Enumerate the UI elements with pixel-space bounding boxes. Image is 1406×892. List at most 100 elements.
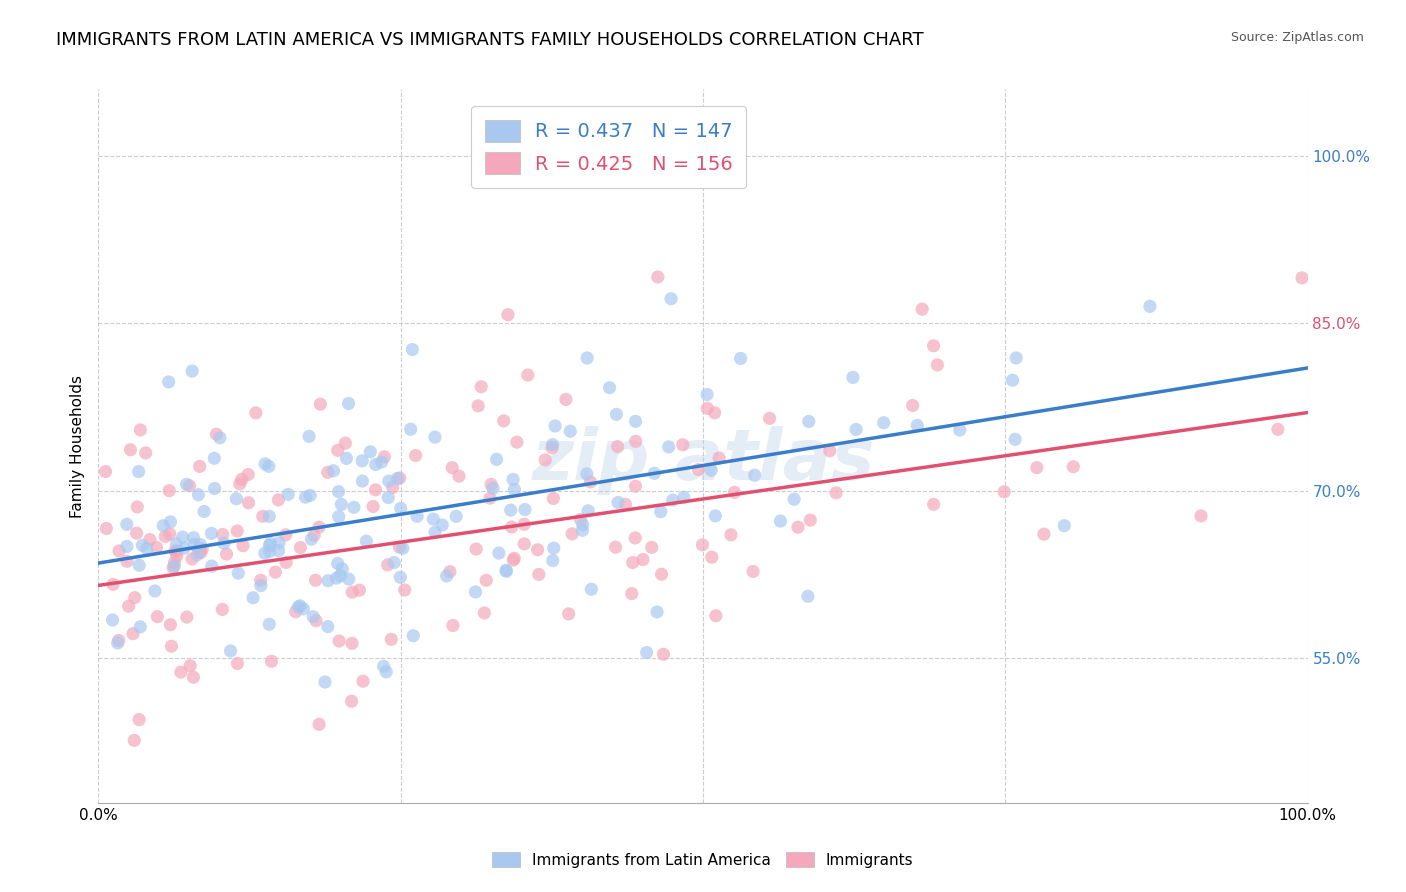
- Point: [292, 601, 315, 615]
- Point: [647, 269, 669, 284]
- Point: [215, 547, 238, 561]
- Point: [328, 634, 350, 648]
- Point: [513, 537, 536, 551]
- Point: [94, 465, 117, 479]
- Point: [624, 434, 647, 449]
- Point: [405, 449, 427, 463]
- Point: [352, 674, 374, 689]
- Point: [825, 485, 848, 500]
- Point: [783, 492, 806, 507]
- Point: [707, 451, 730, 466]
- Point: [316, 619, 339, 633]
- Point: [231, 472, 253, 486]
- Point: [700, 550, 723, 565]
- Point: [488, 546, 510, 560]
- Point: [294, 490, 316, 504]
- Point: [163, 555, 186, 569]
- Point: [479, 477, 502, 491]
- Point: [401, 343, 423, 357]
- Point: [557, 607, 579, 621]
- Point: [631, 552, 654, 566]
- Point: [264, 565, 287, 579]
- Point: [423, 430, 446, 444]
- Point: [467, 399, 489, 413]
- Point: [605, 540, 627, 554]
- Point: [389, 570, 412, 584]
- Point: [166, 544, 188, 558]
- Point: [1033, 527, 1056, 541]
- Point: [242, 591, 264, 605]
- Point: [172, 530, 194, 544]
- Point: [193, 504, 215, 518]
- Point: [441, 618, 464, 632]
- Point: [1139, 299, 1161, 313]
- Point: [145, 541, 167, 555]
- Point: [340, 694, 363, 708]
- Point: [901, 399, 924, 413]
- Point: [101, 613, 124, 627]
- Text: Source: ZipAtlas.com: Source: ZipAtlas.com: [1230, 31, 1364, 45]
- Point: [651, 567, 673, 582]
- Point: [162, 560, 184, 574]
- Point: [513, 502, 536, 516]
- Point: [259, 544, 281, 558]
- Point: [204, 482, 226, 496]
- Y-axis label: Family Households: Family Households: [69, 375, 84, 517]
- Point: [436, 569, 458, 583]
- Point: [122, 626, 145, 640]
- Point: [526, 542, 548, 557]
- Point: [181, 364, 204, 378]
- Point: [253, 457, 276, 471]
- Point: [179, 479, 201, 493]
- Point: [160, 639, 183, 653]
- Point: [236, 467, 259, 482]
- Point: [696, 401, 718, 416]
- Point: [444, 509, 467, 524]
- Point: [1267, 422, 1289, 436]
- Point: [1004, 433, 1026, 447]
- Point: [423, 525, 446, 540]
- Point: [128, 465, 150, 479]
- Point: [624, 414, 647, 428]
- Point: [183, 531, 205, 545]
- Point: [257, 509, 280, 524]
- Point: [624, 479, 647, 493]
- Point: [758, 411, 780, 425]
- Point: [696, 387, 718, 401]
- Point: [621, 556, 644, 570]
- Point: [643, 467, 665, 481]
- Point: [135, 541, 157, 556]
- Point: [378, 474, 401, 488]
- Point: [325, 571, 347, 585]
- Point: [200, 526, 222, 541]
- Point: [335, 436, 357, 450]
- Point: [703, 406, 725, 420]
- Point: [305, 614, 328, 628]
- Point: [125, 526, 148, 541]
- Point: [288, 599, 311, 613]
- Point: [131, 538, 153, 552]
- Point: [470, 380, 492, 394]
- Point: [364, 483, 387, 497]
- Point: [543, 541, 565, 555]
- Point: [139, 533, 162, 547]
- Point: [176, 610, 198, 624]
- Point: [181, 552, 204, 566]
- Point: [253, 546, 276, 560]
- Point: [226, 657, 249, 671]
- Point: [561, 526, 583, 541]
- Point: [274, 528, 297, 542]
- Point: [96, 521, 118, 535]
- Point: [146, 609, 169, 624]
- Point: [645, 605, 668, 619]
- Point: [571, 517, 593, 532]
- Point: [607, 495, 630, 509]
- Point: [302, 528, 325, 542]
- Point: [394, 582, 416, 597]
- Point: [1001, 373, 1024, 387]
- Point: [797, 414, 820, 428]
- Point: [922, 339, 945, 353]
- Point: [581, 582, 603, 597]
- Point: [560, 424, 582, 438]
- Point: [129, 620, 152, 634]
